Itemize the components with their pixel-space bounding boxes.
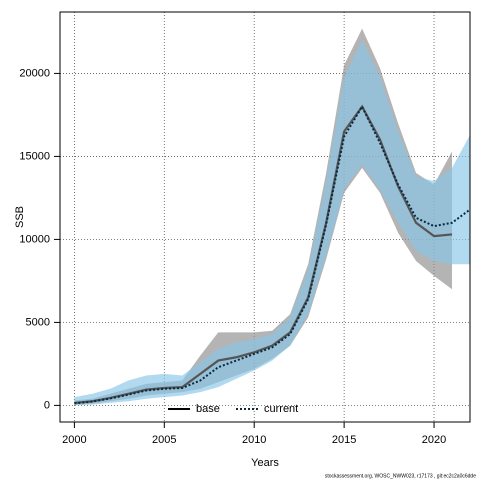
footnote: stockassessment.org, WOSC_NWW023, r17173… <box>325 473 476 479</box>
x-tick-label: 2000 <box>62 434 86 446</box>
confidence-band <box>74 40 471 406</box>
y-tick-label: 5000 <box>26 316 50 328</box>
y-tick-label: 15000 <box>19 150 50 162</box>
y-tick-label: 20000 <box>19 67 50 79</box>
x-tick-label: 2005 <box>152 434 176 446</box>
x-axis-label: Years <box>251 457 279 469</box>
x-tick-label: 2010 <box>242 434 266 446</box>
legend-label: current <box>264 403 298 415</box>
plot-frame <box>59 11 471 423</box>
legend-label: base <box>196 403 220 415</box>
x-tick-label: 2020 <box>422 434 446 446</box>
x-tick-label: 2015 <box>332 434 356 446</box>
y-axis-label: SSB <box>14 206 26 228</box>
y-tick-label: 10000 <box>19 233 50 245</box>
y-tick-label: 0 <box>44 399 50 411</box>
series-line <box>74 104 471 405</box>
